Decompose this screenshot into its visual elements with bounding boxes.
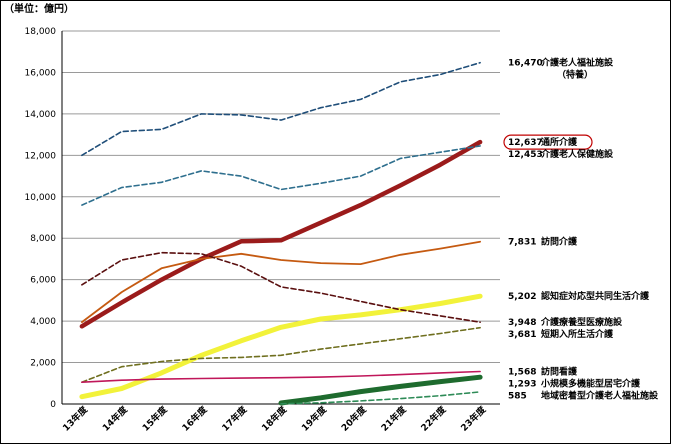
y-axis-ticks: 0 2,000 4,000 6,000 8,000 10,000 12,000 14,000 1…	[25, 27, 57, 410]
x-tick-label: 14年度	[100, 403, 131, 434]
series-end-value: 585	[508, 392, 527, 402]
series-line	[81, 61, 481, 157]
y-tick-label: 18,000	[25, 27, 57, 37]
grid	[61, 30, 500, 405]
y-tick-label: 4,000	[30, 317, 56, 327]
series-line	[81, 251, 481, 323]
series-end-value: 5,202	[508, 292, 536, 302]
x-tick-label: 22年度	[418, 403, 449, 434]
x-tick-label: 19年度	[299, 403, 330, 434]
series-lines	[79, 61, 483, 406]
x-tick-label: 17年度	[219, 403, 250, 434]
series-line	[278, 374, 483, 406]
series-line	[81, 370, 481, 383]
series-end-value: 7,831	[508, 238, 536, 248]
series-name-label: 通所介護	[541, 136, 578, 148]
y-tick-label: 0	[50, 400, 56, 410]
x-tick-label: 23年度	[458, 403, 489, 434]
series-line	[280, 391, 481, 405]
series-end-value: 16,470	[508, 59, 543, 69]
series-end-value: 12,637	[508, 138, 543, 148]
series-name-label: 地域密着型介護老人福祉施設	[541, 390, 659, 402]
unit-label: （単位：億円）	[4, 2, 74, 15]
series-name-label: 介護老人保健施設	[540, 148, 614, 160]
x-tick-label: 16年度	[179, 403, 210, 434]
x-tick-label: 13年度	[60, 403, 91, 434]
series-line	[79, 139, 483, 329]
series-name-label-line2: （特養）	[557, 69, 593, 81]
series-end-value: 3,681	[508, 330, 536, 340]
series-end-value: 1,568	[508, 368, 536, 378]
x-axis-ticks: 13年度 14年度 15年度 16年度 17年度 18年度 19年度 20年度 21年度 22年度…	[60, 403, 489, 434]
y-tick-label: 8,000	[30, 234, 56, 244]
x-tick-label: 15年度	[140, 403, 171, 434]
series-line	[79, 293, 483, 400]
series-line	[81, 240, 481, 323]
series-name-label: 介護療養型医療施設	[540, 316, 623, 328]
series-name-label: 認知症対応型共同生活介護	[541, 290, 650, 302]
x-tick-label: 18年度	[259, 403, 290, 434]
series-name-label: 訪問介護	[541, 236, 578, 248]
series-name-label: 訪問看護	[541, 366, 578, 378]
x-tick-label: 21年度	[379, 403, 410, 434]
series-line	[81, 145, 481, 206]
x-tick-label: 20年度	[339, 403, 370, 434]
y-tick-label: 10,000	[25, 193, 57, 203]
series-end-value: 1,293	[508, 380, 536, 390]
y-tick-label: 16,000	[25, 68, 57, 78]
series-end-value: 3,948	[508, 318, 536, 328]
series-name-label: 短期入所生活介護	[541, 328, 614, 340]
series-line	[81, 326, 481, 383]
series-end-value: 12,453	[508, 150, 543, 160]
y-tick-label: 2,000	[30, 359, 56, 369]
y-tick-label: 14,000	[25, 110, 57, 120]
y-tick-label: 6,000	[30, 276, 56, 286]
highlight-oval	[503, 134, 593, 150]
series-name-label: 介護老人福祉施設	[540, 57, 614, 69]
series-name-label: 小規模多機能型居宅介護	[540, 378, 641, 390]
y-tick-label: 12,000	[25, 151, 57, 161]
